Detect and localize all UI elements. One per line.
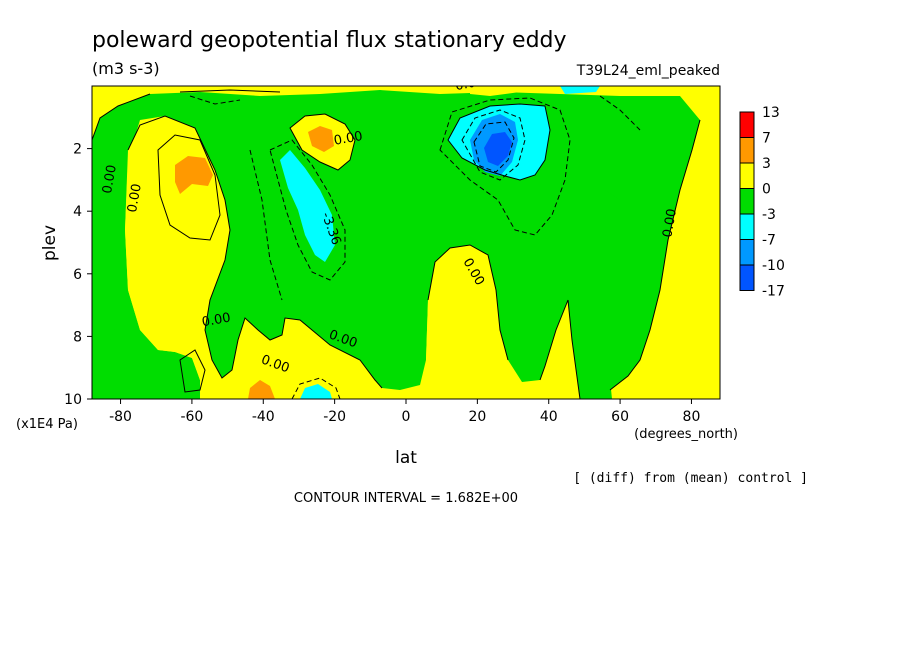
x-tick-label: -40 — [252, 409, 275, 425]
colorbar-swatch — [739, 239, 755, 266]
contour-zero-right — [609, 119, 701, 391]
contour-label: 0.00 — [333, 129, 364, 149]
field-moderate-positive-upper — [308, 126, 334, 152]
colorbar-swatch — [739, 111, 755, 138]
contour-interval: CONTOUR INTERVAL = 1.682E+00 — [294, 491, 518, 506]
x-tick-label: 0 — [402, 409, 411, 425]
contour-negative-core-ring — [447, 103, 551, 181]
contour-label: 0.00 — [100, 164, 120, 195]
x-axis: -80 -60 -40 -20 0 20 40 60 80 — [109, 399, 700, 425]
contour-zero-left — [127, 115, 383, 389]
field-positive-top-edge-center — [470, 86, 520, 96]
colorbar-swatch — [739, 213, 755, 240]
contour-negative-bottom — [291, 377, 341, 399]
y-tick-label: 2 — [73, 142, 82, 158]
contour-negative-inner-ring — [473, 121, 515, 173]
colorbar-swatch — [739, 264, 755, 291]
x-tick-label: -60 — [180, 409, 203, 425]
colorbar-label: -10 — [762, 258, 785, 274]
contour-label: 0.00 — [454, 74, 485, 94]
contour-label: 0.00 — [125, 183, 145, 214]
contour-positive-upper-ring — [289, 113, 356, 171]
contour-zero-outer-left — [92, 93, 151, 141]
x-tick-label: 80 — [683, 409, 701, 425]
plot-area: 0.000.000.000.000.00-3.360.000.000.000.0… — [92, 74, 720, 399]
y-axis-units: (x1E4 Pa) — [16, 417, 78, 432]
field-near-zero-bottom-left — [92, 320, 118, 399]
contour-negative-right-top — [599, 95, 641, 131]
x-axis-label: lat — [395, 448, 417, 468]
y-tick-label: 10 — [64, 392, 82, 408]
contour-positive-left-inner — [157, 134, 221, 241]
contour-bottom-left-lobe — [179, 349, 206, 393]
units-label: (m3 s-3) — [92, 59, 160, 78]
x-tick-label: 20 — [468, 409, 486, 425]
colorbar-swatch — [739, 188, 755, 215]
colorbar: 13 7 3 0 -3 -7 -10 -17 — [739, 105, 785, 300]
contour-negative-top-left — [189, 95, 241, 105]
y-axis: 2 4 6 8 10 — [64, 142, 92, 408]
field-very-negative-core — [484, 132, 512, 166]
colorbar-swatch — [739, 162, 755, 189]
colorbar-label: -7 — [762, 233, 776, 249]
contour-top-edge — [179, 89, 281, 93]
contour-negative-middle-ring — [461, 109, 526, 181]
field-moderate-positive-west — [175, 156, 213, 194]
colorbar-label: -3 — [762, 207, 776, 223]
contour-zero-right-lower — [539, 299, 581, 399]
field-negative-bottom — [300, 384, 332, 399]
y-tick-label: 4 — [73, 204, 82, 220]
run-label: T39L24_eml_peaked — [576, 63, 720, 79]
contour-label: 0.00 — [660, 208, 680, 239]
contour-lines — [92, 89, 701, 399]
y-tick-label: 6 — [73, 267, 82, 283]
colorbar-swatch — [739, 137, 755, 164]
x-tick-label: 60 — [611, 409, 629, 425]
field-negative-diagonal — [280, 150, 335, 262]
field-near-zero-right-inner — [600, 150, 640, 200]
field-near-zero-bottom-right — [592, 340, 612, 399]
x-tick-label: -20 — [323, 409, 346, 425]
x-tick-label: -80 — [109, 409, 132, 425]
contour-zero-center-lobe — [427, 244, 509, 361]
comparison-note: [ (diff) from (mean) control ] — [573, 471, 808, 486]
field-moderate-positive-bottom — [248, 380, 275, 399]
colorbar-label: 13 — [762, 105, 780, 121]
field-positive-central-lower — [426, 245, 508, 386]
field-negative-top-right — [560, 86, 600, 94]
field-near-zero-main — [92, 90, 700, 399]
chart-title: poleward geopotential flux stationary ed… — [92, 28, 567, 53]
colorbar-label: 0 — [762, 182, 771, 198]
colorbar-label: 3 — [762, 156, 771, 172]
field-positive-left-lobe — [125, 116, 382, 399]
y-axis-label: plev — [40, 225, 60, 261]
contour-negative-left-edge — [249, 149, 283, 301]
x-axis-units: (degrees_north) — [634, 427, 738, 442]
colorbar-label: 7 — [762, 131, 771, 147]
y-tick-label: 8 — [73, 329, 82, 345]
x-tick-label: 40 — [540, 409, 558, 425]
contour-negative-diagonal-outer — [269, 139, 346, 281]
contour-lines-dashed — [189, 95, 641, 399]
contour-label: 0.00 — [201, 311, 232, 331]
colorbar-label: -17 — [762, 284, 785, 300]
